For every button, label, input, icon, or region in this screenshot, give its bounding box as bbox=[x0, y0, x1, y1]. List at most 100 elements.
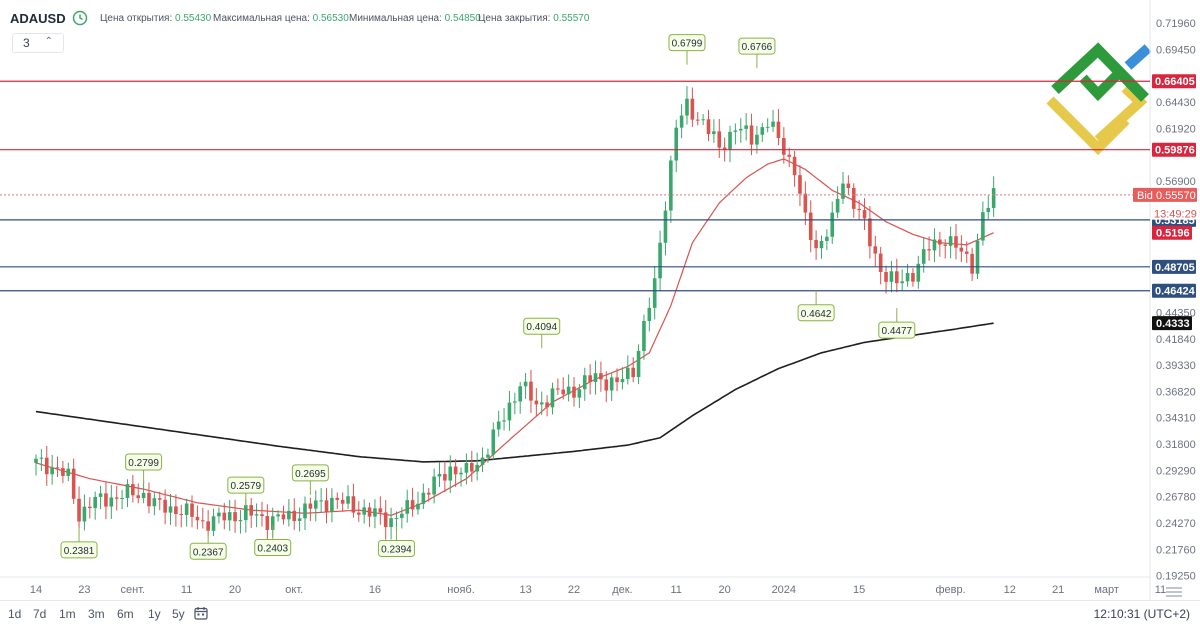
candle bbox=[190, 495, 194, 528]
candle-body bbox=[66, 468, 71, 476]
candle bbox=[669, 155, 673, 223]
y-tick-label: 0.64430 bbox=[1156, 97, 1196, 109]
annotation-box bbox=[125, 453, 163, 471]
clock-icon[interactable] bbox=[72, 10, 88, 26]
y-tick-label: 0.21760 bbox=[1156, 544, 1196, 556]
candle bbox=[141, 480, 146, 504]
range-6m[interactable]: 6m bbox=[117, 607, 134, 621]
candle bbox=[136, 483, 141, 504]
candle bbox=[964, 241, 969, 263]
candle bbox=[921, 237, 926, 273]
candle-body bbox=[749, 125, 754, 145]
candle bbox=[378, 496, 383, 525]
candle-body bbox=[593, 373, 598, 383]
candle-body bbox=[416, 503, 420, 510]
candle-body bbox=[222, 512, 227, 521]
candle bbox=[357, 501, 361, 522]
candle-body bbox=[846, 183, 851, 188]
candle bbox=[168, 493, 173, 525]
candle bbox=[459, 467, 463, 487]
range-3m[interactable]: 3m bbox=[88, 607, 105, 621]
range-1y[interactable]: 1y bbox=[148, 607, 161, 621]
candle-body bbox=[394, 517, 399, 519]
range-1d[interactable]: 1d bbox=[8, 607, 22, 621]
candle-body bbox=[738, 128, 743, 131]
candle-body bbox=[566, 386, 571, 395]
candle-body bbox=[841, 183, 845, 199]
ma-black-line bbox=[35, 322, 994, 463]
candle-body bbox=[631, 367, 635, 378]
candle-body bbox=[453, 466, 458, 475]
candle bbox=[631, 357, 635, 383]
candle-body bbox=[39, 457, 44, 459]
axis-settings-icon[interactable] bbox=[1166, 587, 1182, 597]
candle bbox=[421, 483, 426, 509]
symbol-label[interactable]: ADAUSD bbox=[10, 11, 66, 26]
candle bbox=[114, 485, 119, 511]
candle-body bbox=[706, 119, 711, 135]
candle bbox=[400, 507, 404, 529]
candle-body bbox=[905, 273, 910, 282]
chart-header: ADAUSD Цена открытия: 0.55430 Максимальн… bbox=[0, 0, 1150, 38]
annotation-label: 0.2799 bbox=[125, 453, 163, 485]
candle-body bbox=[174, 506, 178, 514]
candle-body bbox=[71, 468, 76, 499]
candle bbox=[120, 489, 124, 510]
range-5y[interactable]: 5y bbox=[172, 607, 185, 621]
candle-body bbox=[948, 236, 953, 246]
candle bbox=[179, 504, 184, 528]
candle-body bbox=[744, 125, 748, 129]
candle-body bbox=[502, 420, 506, 422]
candle bbox=[174, 494, 178, 527]
level-badge-text: 0.66405 bbox=[1155, 76, 1195, 88]
calendar-icon[interactable] bbox=[194, 606, 208, 620]
candle-body bbox=[647, 307, 652, 322]
annotation-label: 0.2403 bbox=[254, 525, 292, 557]
open-price: Цена открытия: 0.55430 bbox=[100, 13, 211, 24]
y-tick-label: 0.26780 bbox=[1156, 492, 1196, 504]
high-value: 0.56530 bbox=[312, 13, 349, 24]
candle-body bbox=[690, 98, 695, 120]
annotation-box bbox=[254, 539, 292, 557]
candle-body bbox=[351, 496, 356, 513]
candle bbox=[851, 183, 856, 218]
annotation-label: 0.4642 bbox=[797, 290, 835, 322]
chevron-up-icon: ⌃ bbox=[44, 36, 53, 47]
range-1m[interactable]: 1m bbox=[59, 607, 76, 621]
price-chart[interactable]: 0.719600.694500.644300.619200.569000.463… bbox=[0, 0, 1200, 600]
candle bbox=[496, 410, 501, 437]
annotation-text: 0.2799 bbox=[128, 458, 159, 469]
candle-body bbox=[954, 236, 958, 248]
candle bbox=[755, 125, 759, 154]
badge-bid: Bid 0.55570 bbox=[1133, 187, 1197, 202]
period-selector[interactable]: 3 ⌃ bbox=[12, 33, 64, 53]
level-badge-bg bbox=[1152, 283, 1196, 298]
candle-body bbox=[728, 131, 732, 150]
candle-body bbox=[206, 521, 210, 531]
candle-body bbox=[98, 493, 103, 497]
candle bbox=[109, 484, 114, 519]
candle-body bbox=[125, 484, 130, 498]
candle-body bbox=[572, 386, 576, 398]
price-annotations: 0.2381 0.2799 0.2367 0.2579 0.2403 0.2695 0.23… bbox=[60, 34, 916, 560]
range-7d[interactable]: 7d bbox=[33, 607, 47, 621]
candle-body bbox=[147, 492, 151, 507]
logo-blue-stroke bbox=[1124, 44, 1152, 70]
candle-body bbox=[529, 381, 533, 401]
candle-body bbox=[964, 251, 969, 254]
candle-body bbox=[324, 500, 329, 512]
candle bbox=[82, 494, 87, 531]
candle-body bbox=[233, 512, 237, 522]
candle bbox=[211, 508, 216, 537]
candle bbox=[916, 255, 921, 289]
candle bbox=[287, 499, 291, 527]
candle-body bbox=[195, 516, 200, 521]
annotation-label: 0.6799 bbox=[668, 34, 706, 65]
candle-body bbox=[496, 421, 501, 430]
candle bbox=[776, 109, 781, 146]
candle bbox=[260, 501, 264, 527]
candle-body bbox=[722, 147, 727, 150]
candle-body bbox=[400, 513, 404, 518]
candle-body bbox=[367, 507, 372, 517]
candle-body bbox=[475, 464, 479, 472]
